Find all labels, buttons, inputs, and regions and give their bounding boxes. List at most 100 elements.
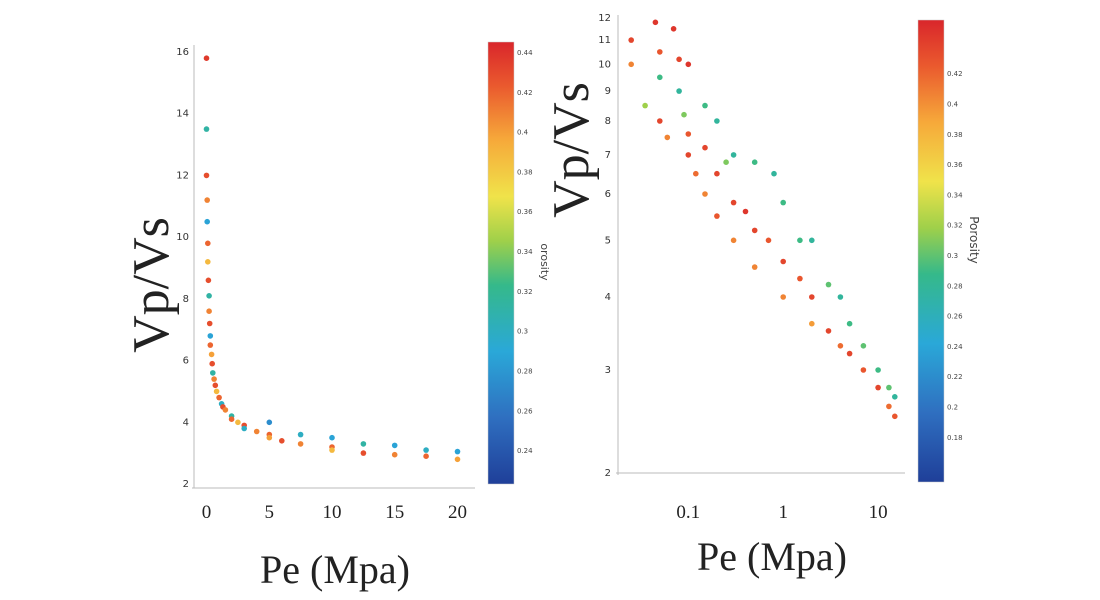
right-cb-tick-1: 0.4 bbox=[947, 101, 959, 109]
left-point-27 bbox=[241, 425, 247, 432]
left-point-37 bbox=[329, 447, 335, 453]
right-point-15 bbox=[693, 170, 699, 177]
right-y-tick-1: 3 bbox=[605, 365, 611, 376]
left-y-ticks: 2 4 6 8 10 12 14 16 bbox=[176, 47, 189, 490]
right-cb-tick-5: 0.32 bbox=[947, 222, 963, 230]
right-point-32 bbox=[780, 199, 786, 206]
left-point-25 bbox=[235, 419, 241, 426]
right-y-tick-3: 5 bbox=[605, 235, 611, 246]
right-point-36 bbox=[797, 237, 803, 244]
right-point-17 bbox=[702, 144, 708, 151]
left-point-5 bbox=[205, 240, 211, 247]
right-point-24 bbox=[730, 199, 737, 206]
right-y-tick-7: 9 bbox=[605, 86, 611, 97]
right-y-ticks: 2 3 4 5 6 7 8 9 10 11 12 bbox=[598, 13, 611, 479]
left-point-24 bbox=[228, 416, 235, 423]
right-y-tick-2: 4 bbox=[605, 292, 611, 303]
right-point-23 bbox=[730, 152, 737, 158]
right-point-38 bbox=[809, 237, 815, 244]
right-point-28 bbox=[751, 227, 758, 234]
right-point-39 bbox=[809, 320, 815, 327]
right-point-8 bbox=[670, 26, 677, 32]
right-point-40 bbox=[825, 281, 832, 288]
right-cb-tick-4: 0.34 bbox=[947, 191, 963, 199]
left-point-18 bbox=[213, 388, 220, 395]
right-cb-tick-7: 0.28 bbox=[947, 282, 963, 290]
left-point-38 bbox=[360, 450, 367, 456]
right-y-tick-10: 12 bbox=[598, 13, 611, 24]
right-point-19 bbox=[714, 118, 720, 124]
right-cb-tick-11: 0.2 bbox=[947, 404, 958, 412]
right-point-14 bbox=[685, 152, 692, 158]
left-point-12 bbox=[207, 342, 214, 348]
left-point-6 bbox=[205, 259, 211, 265]
right-point-1 bbox=[628, 61, 634, 68]
right-y-tick-8: 10 bbox=[598, 59, 611, 70]
left-x-tick-0: 0 bbox=[202, 502, 212, 523]
left-point-17 bbox=[212, 382, 219, 389]
left-y-tick-3: 8 bbox=[183, 294, 189, 305]
right-point-47 bbox=[860, 343, 867, 349]
left-cb-tick-7: 0.3 bbox=[517, 328, 528, 336]
left-point-19 bbox=[216, 394, 222, 401]
right-point-31 bbox=[771, 170, 777, 177]
left-point-4 bbox=[204, 218, 210, 225]
right-x-tick-1: 1 bbox=[778, 502, 788, 523]
left-point-45 bbox=[454, 448, 461, 455]
left-cb-tick-1: 0.42 bbox=[517, 89, 533, 97]
right-point-34 bbox=[780, 294, 786, 300]
left-point-33 bbox=[297, 441, 304, 447]
right-y-tick-4: 6 bbox=[605, 189, 611, 200]
right-point-43 bbox=[837, 343, 844, 349]
right-point-12 bbox=[685, 131, 692, 137]
right-colorbar bbox=[917, 19, 945, 483]
right-y-axis-label: Vp/Vs bbox=[543, 82, 600, 218]
right-x-ticks: 0.1 1 10 bbox=[676, 502, 887, 523]
left-x-ticks: 0 5 10 15 20 bbox=[202, 502, 467, 523]
right-point-3 bbox=[652, 19, 659, 26]
right-point-35 bbox=[797, 275, 803, 282]
left-point-43 bbox=[423, 447, 429, 453]
left-point-11 bbox=[207, 333, 214, 339]
left-point-10 bbox=[206, 320, 213, 327]
right-point-25 bbox=[730, 237, 737, 244]
left-cb-tick-4: 0.36 bbox=[517, 208, 533, 216]
left-point-41 bbox=[391, 442, 398, 449]
left-y-tick-0: 2 bbox=[183, 479, 189, 490]
right-cb-tick-9: 0.24 bbox=[947, 343, 963, 351]
left-point-2 bbox=[203, 172, 210, 179]
right-point-4 bbox=[657, 49, 663, 55]
right-cb-tick-2: 0.38 bbox=[947, 131, 963, 139]
right-point-45 bbox=[846, 320, 853, 327]
right-cb-tick-0: 0.42 bbox=[947, 70, 963, 78]
left-point-14 bbox=[209, 360, 215, 367]
right-point-50 bbox=[886, 403, 892, 410]
left-y-axis-label: Vp/Vs bbox=[123, 217, 180, 353]
right-cb-tick-10: 0.22 bbox=[947, 373, 963, 381]
right-point-10 bbox=[676, 88, 682, 94]
right-point-5 bbox=[657, 74, 663, 81]
right-point-0 bbox=[628, 37, 634, 43]
right-point-42 bbox=[837, 294, 844, 300]
right-point-49 bbox=[875, 367, 881, 373]
right-y-tick-5: 7 bbox=[605, 150, 611, 161]
left-point-3 bbox=[204, 197, 210, 203]
left-point-36 bbox=[329, 434, 335, 441]
left-point-44 bbox=[454, 456, 461, 463]
right-point-9 bbox=[676, 56, 682, 63]
left-point-22 bbox=[222, 407, 229, 413]
left-point-1 bbox=[203, 126, 210, 132]
right-x-tick-2: 10 bbox=[869, 502, 888, 523]
left-point-8 bbox=[206, 293, 212, 299]
right-y-tick-0: 2 bbox=[605, 468, 611, 479]
right-point-44 bbox=[846, 350, 853, 357]
left-chart: 2 4 6 8 10 12 14 16 0 5 10 15 20 Vp/Vs Pe (Mpa) 0.4… bbox=[123, 41, 551, 592]
right-point-16 bbox=[702, 102, 708, 109]
right-point-37 bbox=[809, 294, 815, 300]
left-point-30 bbox=[266, 419, 273, 426]
right-point-53 bbox=[892, 394, 898, 400]
right-point-2 bbox=[642, 102, 648, 109]
left-cb-tick-2: 0.4 bbox=[517, 129, 529, 137]
right-y-tick-9: 11 bbox=[598, 35, 611, 46]
left-x-tick-2: 10 bbox=[323, 502, 342, 523]
